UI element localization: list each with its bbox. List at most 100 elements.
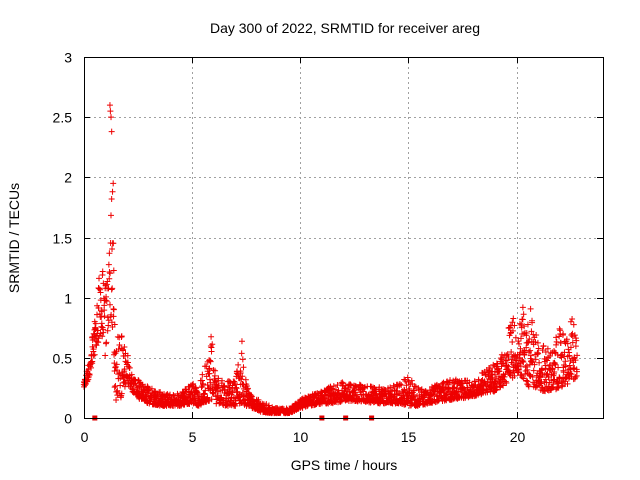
data-point [573, 337, 580, 344]
data-point [110, 267, 117, 274]
data-point [567, 366, 574, 373]
data-point [569, 339, 576, 346]
data-point [226, 384, 233, 391]
data-point [502, 378, 509, 385]
data-point [88, 364, 95, 371]
data-point [519, 316, 526, 323]
data-point [214, 384, 221, 391]
data-point [570, 365, 577, 372]
y-tick-label: 2 [64, 170, 72, 186]
data-point [559, 382, 566, 389]
data-point [400, 389, 407, 396]
data-point [512, 357, 519, 364]
data-point [96, 285, 103, 292]
data-point [556, 325, 563, 332]
data-point [503, 379, 510, 386]
axis-ticks [84, 57, 603, 419]
data-point [515, 367, 522, 374]
data-point [304, 403, 311, 410]
data-point [504, 351, 511, 358]
data-point [208, 333, 215, 340]
data-point [107, 270, 114, 277]
data-point [564, 380, 571, 387]
data-point [113, 388, 120, 395]
data-point [92, 324, 99, 331]
data-point [221, 383, 228, 390]
y-tick-label: 1 [64, 291, 72, 307]
data-point [157, 389, 164, 396]
data-point [520, 358, 527, 365]
data-point [342, 385, 349, 392]
data-point [502, 357, 509, 364]
data-point [509, 339, 516, 346]
data-point [517, 335, 524, 342]
data-point [544, 370, 551, 377]
data-point [94, 327, 101, 334]
data-point [544, 357, 551, 364]
data-point [445, 380, 452, 387]
x-tick-labels: 0 5 10 15 20 [81, 429, 526, 445]
data-point [84, 377, 91, 384]
data-point [99, 268, 106, 275]
x-tick-label: 20 [510, 429, 526, 445]
data-point [93, 311, 100, 318]
data-point [106, 250, 113, 257]
data-point [106, 301, 113, 308]
data-point [105, 322, 112, 329]
data-point [480, 390, 487, 397]
data-point [212, 367, 219, 374]
data-point [562, 358, 569, 365]
data-point [97, 289, 104, 296]
data-point [501, 373, 508, 380]
data-point [108, 128, 115, 135]
data-point [533, 383, 540, 390]
data-point [509, 319, 516, 326]
data-point [98, 320, 105, 327]
data-point [524, 366, 531, 373]
data-point [503, 357, 510, 364]
data-point [540, 343, 547, 350]
data-point [515, 338, 522, 345]
data-point [118, 333, 125, 340]
data-point [547, 361, 554, 368]
data-point [572, 343, 579, 350]
data-point [95, 335, 102, 342]
data-point [89, 360, 96, 367]
data-point [564, 340, 571, 347]
x-tick-label: 0 [81, 429, 89, 445]
data-point [531, 361, 538, 368]
data-point [566, 352, 573, 359]
data-point [108, 286, 115, 293]
data-point [119, 347, 126, 354]
data-point [511, 372, 518, 379]
data-point [514, 369, 521, 376]
data-point [520, 311, 527, 318]
data-point [101, 313, 108, 320]
data-point [114, 367, 121, 374]
data-point [110, 306, 117, 313]
data-point [497, 381, 504, 388]
data-point [148, 385, 155, 392]
y-tick-labels: 0 0.5 1 1.5 2 2.5 3 [53, 50, 73, 427]
data-point [527, 305, 534, 312]
data-point [111, 384, 118, 391]
data-point [403, 382, 410, 389]
data-point [107, 212, 114, 219]
data-point [398, 382, 405, 389]
data-point [542, 348, 549, 355]
data-point [200, 380, 207, 387]
data-point [570, 321, 577, 328]
data-point [105, 261, 112, 268]
data-point [109, 245, 116, 252]
data-point [339, 379, 346, 386]
data-point [113, 361, 120, 368]
data-point [110, 240, 117, 247]
data-point [207, 358, 214, 365]
data-point [208, 396, 215, 403]
data-point [453, 384, 460, 391]
data-point [418, 386, 425, 393]
data-point [90, 352, 97, 359]
data-point [423, 389, 430, 396]
